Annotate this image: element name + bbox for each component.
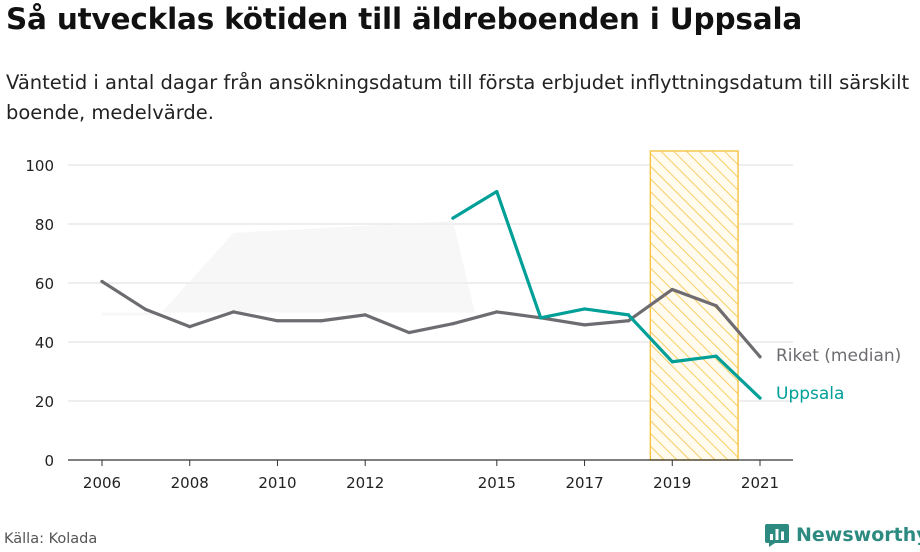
y-tick-label: 100 [25,157,54,175]
x-tick-label: 2012 [346,474,384,492]
data-point [100,279,104,284]
data-point [582,323,587,327]
brand[interactable]: Newsworthy [764,520,920,550]
data-point [319,319,323,323]
brand-name: Newsworthy [796,524,920,546]
y-tick-label: 60 [35,275,54,293]
highlight-band [649,150,739,461]
data-point [714,354,718,358]
x-tick-label: 2021 [741,474,779,492]
chart-subtitle: Väntetid i antal dagar från ansökningsda… [6,71,910,124]
data-point [495,310,499,314]
series-label: Uppsala [776,384,844,404]
y-tick-label: 40 [35,334,54,352]
data-point [670,287,674,292]
series-label: Riket (median) [776,346,901,366]
y-tick-label: 80 [35,216,54,234]
data-point [495,189,499,194]
series-line-uppsala [451,189,762,400]
x-tick-label: 2006 [83,474,121,492]
data-point [758,396,762,400]
y-tick-label: 0 [44,452,54,470]
data-point [275,319,280,323]
data-point [188,325,192,329]
data-point [407,330,411,335]
background-shade [102,221,475,316]
chart-title: Så utvecklas kötiden till äldreboenden i… [6,2,803,36]
x-tick-label: 2019 [653,474,691,492]
source-note: Källa: Kolada [4,531,98,547]
data-point [451,216,455,220]
data-point [758,355,762,359]
data-point [714,304,718,308]
data-point [626,313,631,317]
data-point [451,322,455,326]
data-point [539,316,543,320]
data-point [232,310,236,314]
x-tick-label: 2010 [258,474,296,492]
data-point [144,307,148,312]
newsworthy-logo-icon [765,524,789,547]
data-point [363,313,367,317]
y-tick-label: 20 [35,393,54,411]
x-tick-label: 2008 [171,474,209,492]
x-tick-label: 2015 [478,474,516,492]
data-point [626,319,631,323]
series-line-riket [100,279,762,359]
x-tick-label: 2017 [565,474,603,492]
data-point [670,360,674,364]
data-point [582,307,587,311]
